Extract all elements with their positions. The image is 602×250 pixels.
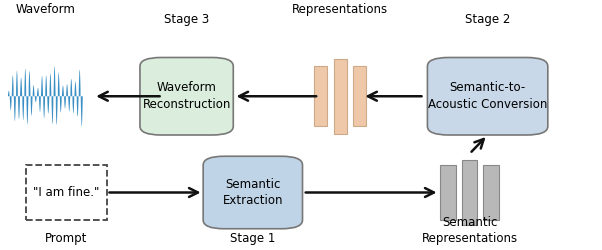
FancyBboxPatch shape	[483, 165, 499, 220]
Text: Waveform
Reconstruction: Waveform Reconstruction	[143, 81, 231, 111]
FancyBboxPatch shape	[203, 156, 303, 229]
Text: Stage 2: Stage 2	[465, 13, 510, 26]
FancyBboxPatch shape	[462, 160, 477, 225]
Text: Acoustic
Representations: Acoustic Representations	[292, 0, 388, 16]
FancyBboxPatch shape	[314, 66, 327, 126]
FancyBboxPatch shape	[25, 165, 107, 220]
Text: Semantic-to-
Acoustic Conversion: Semantic-to- Acoustic Conversion	[428, 81, 547, 111]
Text: Stage 3: Stage 3	[164, 13, 209, 26]
Text: Audio
Waveform: Audio Waveform	[15, 0, 75, 16]
Text: Stage 1: Stage 1	[230, 232, 276, 245]
Text: Prompt: Prompt	[45, 232, 87, 245]
FancyBboxPatch shape	[334, 59, 347, 134]
Text: Semantic
Representations: Semantic Representations	[421, 216, 518, 245]
FancyBboxPatch shape	[140, 58, 233, 135]
FancyBboxPatch shape	[427, 58, 548, 135]
FancyBboxPatch shape	[440, 165, 456, 220]
Text: Semantic
Extraction: Semantic Extraction	[223, 178, 283, 208]
FancyBboxPatch shape	[353, 66, 366, 126]
Text: "I am fine.": "I am fine."	[33, 186, 99, 199]
